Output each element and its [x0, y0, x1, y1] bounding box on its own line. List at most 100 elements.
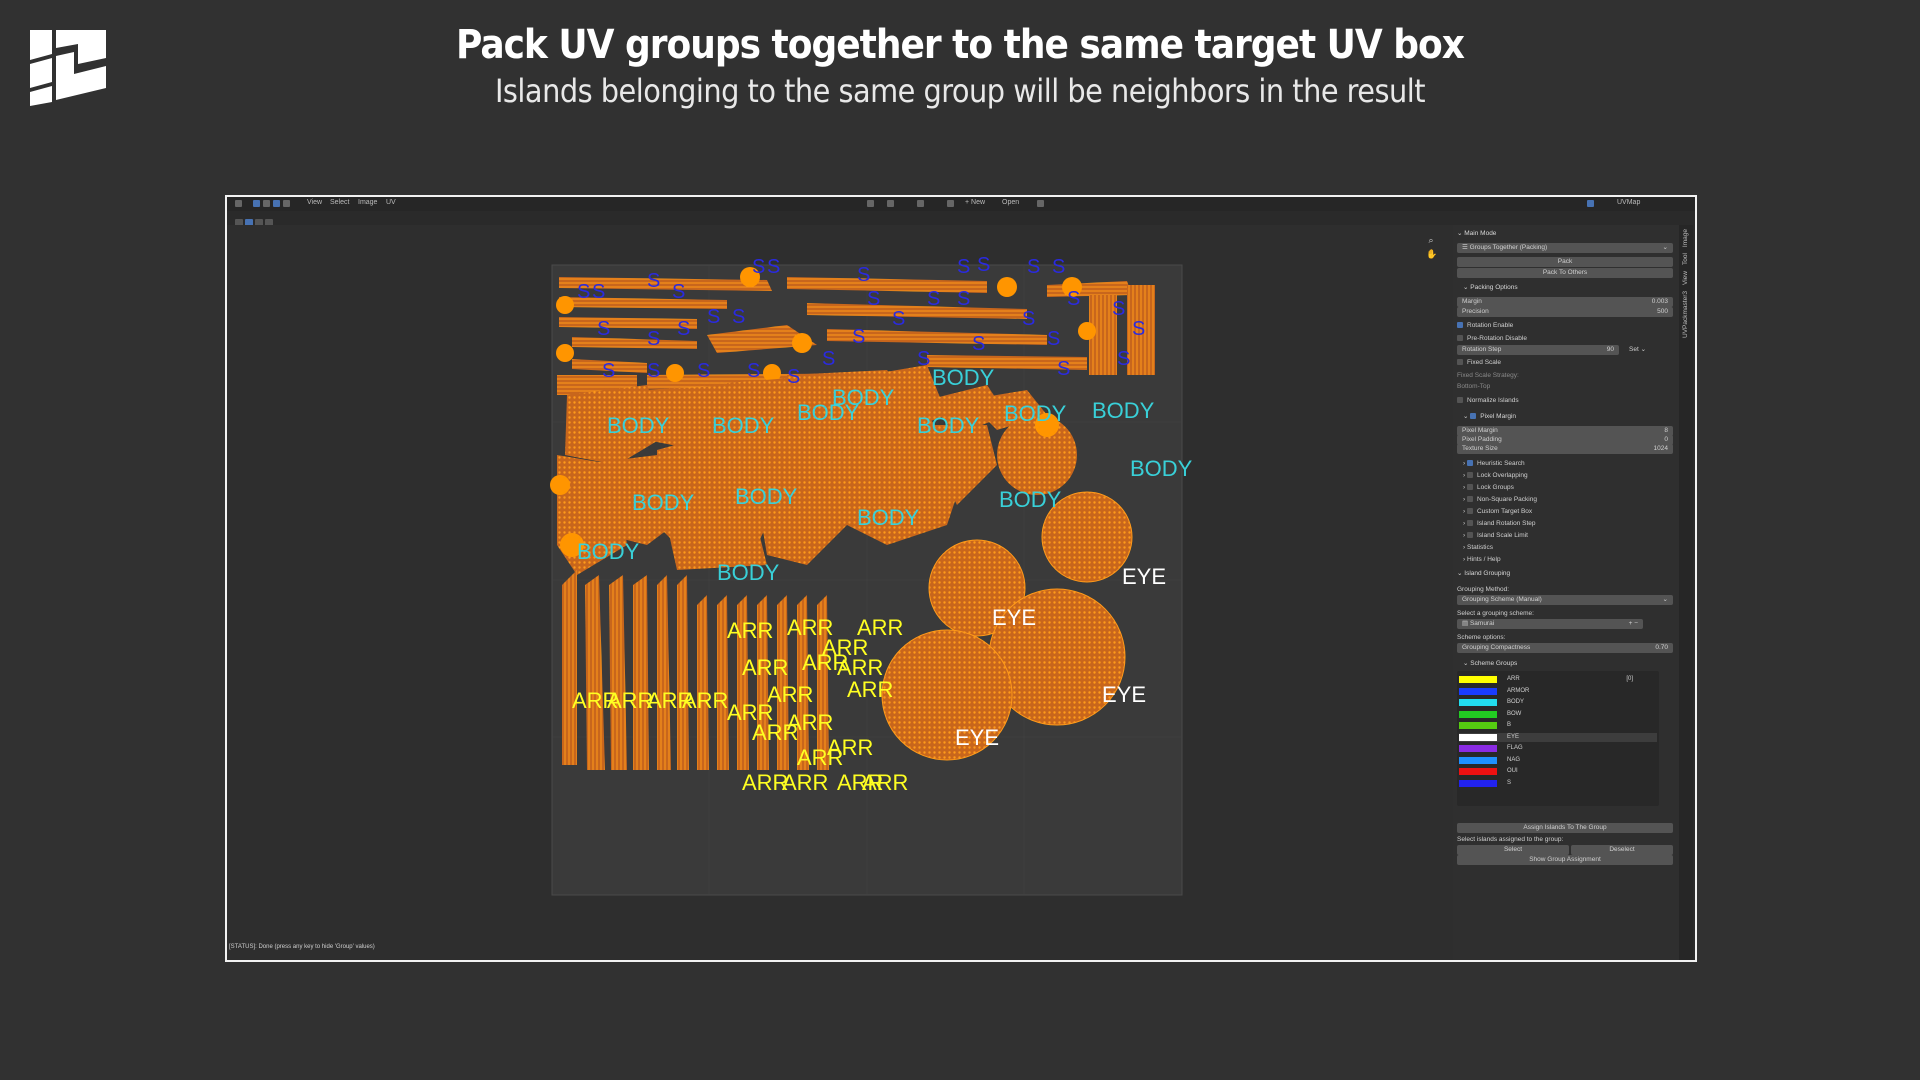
- menu-image[interactable]: Image: [358, 199, 378, 206]
- s-label: S: [1047, 328, 1060, 350]
- scheme-group-item[interactable]: ARMOR: [1459, 687, 1657, 696]
- pixel-padding-field[interactable]: Pixel Padding 0: [1457, 435, 1673, 445]
- sync-selection-icon[interactable]: [253, 200, 260, 207]
- texture-size-field[interactable]: Texture Size 1024: [1457, 444, 1673, 454]
- group-color-swatch[interactable]: [1459, 745, 1497, 752]
- image-browse-icon[interactable]: [947, 200, 954, 207]
- scheme-group-item[interactable]: ARR [0]: [1459, 675, 1657, 684]
- mode-dropdown[interactable]: ☰ Groups Together (Packing) ⌄: [1457, 243, 1673, 253]
- body-label: BODY: [607, 413, 670, 438]
- group-color-swatch[interactable]: [1459, 710, 1497, 718]
- island-scale-limit-subpanel[interactable]: › Island Scale Limit: [1463, 532, 1528, 539]
- show-group-assignment-button[interactable]: Show Group Assignment: [1457, 855, 1673, 865]
- menu-view[interactable]: View: [307, 199, 323, 206]
- scheme-groups-list[interactable]: ARR [0] ARMOR BODY BOW B EYE FLAG NAG OUI S: [1457, 671, 1659, 806]
- hints-help-subpanel[interactable]: › Hints / Help: [1463, 556, 1501, 563]
- scheme-group-item[interactable]: OUI: [1459, 767, 1657, 776]
- island-grouping-header[interactable]: ⌄ Island Grouping: [1457, 570, 1511, 577]
- group-color-swatch[interactable]: [1459, 768, 1497, 775]
- uv-canvas[interactable]: BODY BODY BODY BODY BODY BODY BODY BODY …: [227, 225, 1453, 960]
- rotation-step-set[interactable]: Set ⌄: [1629, 346, 1647, 353]
- select-group-button[interactable]: Select: [1457, 845, 1569, 855]
- tab-uvpackmaster3[interactable]: UVPackmaster3: [1682, 291, 1689, 338]
- rotation-step-field[interactable]: Rotation Step 90: [1457, 345, 1619, 355]
- select-tool-icon[interactable]: [235, 219, 243, 227]
- strap-islands[interactable]: [556, 267, 1155, 395]
- edge-select-icon[interactable]: [273, 200, 280, 207]
- fixed-scale-strategy-dropdown[interactable]: Bottom-Top: [1457, 383, 1491, 390]
- non-square-packing-subpanel[interactable]: › Non-Square Packing: [1463, 496, 1537, 503]
- group-color-swatch[interactable]: [1459, 687, 1497, 695]
- select-subtract-icon[interactable]: [265, 219, 273, 227]
- proportional-icon[interactable]: [917, 200, 924, 207]
- scheme-group-item[interactable]: S: [1459, 779, 1657, 788]
- grouping-method-dropdown[interactable]: Grouping Scheme (Manual) ⌄: [1457, 595, 1673, 605]
- margin-field[interactable]: Margin 0.003: [1457, 297, 1673, 307]
- brand-logo: [30, 30, 106, 106]
- pre-rotation-disable-checkbox[interactable]: Pre-Rotation Disable: [1457, 334, 1673, 344]
- scheme-group-item[interactable]: BODY: [1459, 698, 1657, 707]
- scheme-selector[interactable]: ▤ Samurai + −: [1457, 619, 1643, 629]
- group-color-swatch[interactable]: [1459, 676, 1497, 683]
- scheme-group-item[interactable]: FLAG: [1459, 744, 1657, 753]
- pin-icon[interactable]: [1037, 200, 1044, 207]
- group-color-swatch[interactable]: [1459, 779, 1497, 787]
- uvmap-icon[interactable]: [1587, 200, 1594, 207]
- tab-tool[interactable]: Tool: [1682, 253, 1689, 266]
- open-image-button[interactable]: Open: [1002, 199, 1020, 206]
- assign-islands-button[interactable]: Assign Islands To The Group: [1457, 823, 1673, 833]
- scheme-groups-header[interactable]: ⌄ Scheme Groups: [1463, 660, 1518, 667]
- uv-viewport[interactable]: BODY BODY BODY BODY BODY BODY BODY BODY …: [227, 225, 1453, 960]
- deselect-group-button[interactable]: Deselect: [1571, 845, 1673, 855]
- arrow-islands[interactable]: [562, 570, 829, 770]
- normalize-islands-checkbox[interactable]: Normalize Islands: [1457, 396, 1673, 406]
- menu-select[interactable]: Select: [330, 199, 350, 206]
- pixel-margin-header[interactable]: ⌄ Pixel Margin: [1463, 413, 1517, 420]
- precision-field[interactable]: Precision 500: [1457, 307, 1673, 317]
- menu-uv[interactable]: UV: [386, 199, 396, 206]
- body-label: BODY: [1004, 401, 1067, 426]
- vertex-select-icon[interactable]: [263, 200, 270, 207]
- body-islands[interactable]: [550, 365, 1077, 575]
- grouping-compactness-field[interactable]: Grouping Compactness 0.70: [1457, 643, 1673, 653]
- uvmap-selector[interactable]: UVMap: [1617, 199, 1641, 206]
- body-label: BODY: [712, 413, 775, 438]
- zoom-icon[interactable]: ⌕: [1428, 235, 1434, 245]
- pack-to-others-button[interactable]: Pack To Others: [1457, 268, 1673, 278]
- new-image-button[interactable]: + New: [965, 199, 986, 206]
- group-color-swatch[interactable]: [1459, 699, 1497, 706]
- pack-button[interactable]: Pack: [1457, 257, 1673, 267]
- eye-islands[interactable]: [881, 491, 1133, 761]
- s-label: S: [892, 308, 905, 330]
- custom-target-box-subpanel[interactable]: › Custom Target Box: [1463, 508, 1533, 515]
- pivot-icon[interactable]: [867, 200, 874, 207]
- arr-label: ARR: [767, 682, 813, 707]
- select-extend-icon[interactable]: [255, 219, 263, 227]
- scheme-group-item[interactable]: B: [1459, 721, 1657, 730]
- snap-icon[interactable]: [887, 200, 894, 207]
- heuristic-search-subpanel[interactable]: › Heuristic Search: [1463, 460, 1525, 467]
- scheme-group-item[interactable]: NAG: [1459, 756, 1657, 765]
- scheme-group-item[interactable]: EYE: [1459, 732, 1657, 742]
- tab-view[interactable]: View: [1682, 271, 1689, 285]
- group-color-swatch[interactable]: [1459, 756, 1497, 764]
- pixel-margin-field[interactable]: Pixel Margin 8: [1457, 426, 1673, 436]
- face-select-icon[interactable]: [283, 200, 290, 207]
- lock-overlapping-subpanel[interactable]: › Lock Overlapping: [1463, 472, 1528, 479]
- packing-options-header[interactable]: ⌄ Packing Options: [1463, 284, 1518, 291]
- statistics-subpanel[interactable]: › Statistics: [1463, 544, 1493, 551]
- island-rotation-step-subpanel[interactable]: › Island Rotation Step: [1463, 520, 1536, 527]
- s-label: S: [602, 360, 615, 382]
- scheme-group-item[interactable]: BOW: [1459, 710, 1657, 719]
- tab-image[interactable]: Image: [1682, 229, 1689, 248]
- pan-hand-icon[interactable]: ✋: [1426, 249, 1438, 259]
- group-color-swatch[interactable]: [1459, 722, 1497, 729]
- fixed-scale-checkbox[interactable]: Fixed Scale: [1457, 358, 1673, 368]
- editor-type-icon[interactable]: [235, 200, 242, 207]
- lock-groups-subpanel[interactable]: › Lock Groups: [1463, 484, 1514, 491]
- select-box-icon[interactable]: [245, 219, 253, 227]
- rotation-enable-checkbox[interactable]: Rotation Enable: [1457, 321, 1673, 331]
- s-label: S: [787, 366, 800, 388]
- group-color-swatch[interactable]: [1459, 733, 1497, 741]
- main-mode-header[interactable]: ⌄ Main Mode: [1457, 230, 1497, 237]
